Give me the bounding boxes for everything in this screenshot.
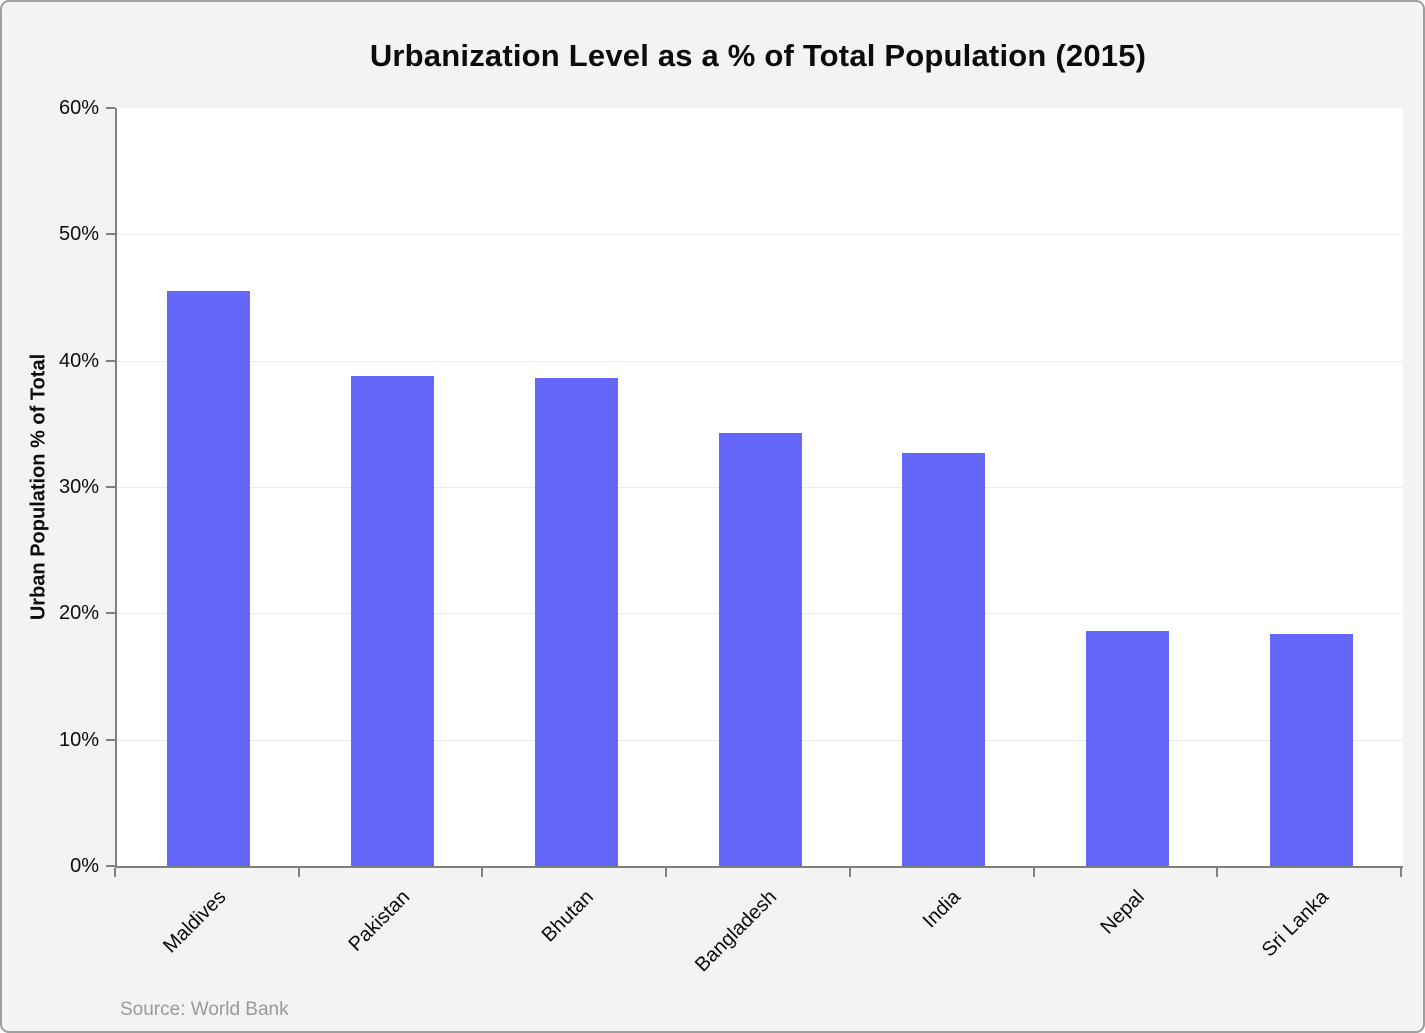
bar-maldives bbox=[167, 291, 251, 866]
y-tick-label: 30% bbox=[58, 476, 99, 498]
y-tick-mark bbox=[106, 486, 115, 488]
x-label-text: Maldives bbox=[159, 886, 231, 958]
y-tick-mark bbox=[106, 359, 115, 362]
x-label-text: India bbox=[919, 886, 966, 933]
y-tick-mark bbox=[106, 107, 115, 109]
x-label-text: Pakistan bbox=[344, 886, 415, 956]
source-note: Source: World Bank bbox=[120, 999, 289, 1020]
y-tick-mark bbox=[106, 612, 115, 615]
bar-nepal bbox=[1085, 631, 1169, 866]
x-label-text: Sri Lanka bbox=[1257, 886, 1333, 962]
bar-bhutan bbox=[534, 378, 618, 866]
x-label-text: Bangladesh bbox=[691, 886, 782, 977]
bar-sri-lanka bbox=[1269, 633, 1353, 866]
y-tick-label: 10% bbox=[58, 728, 99, 751]
y-tick-mark bbox=[106, 233, 115, 236]
x-label-text: Bhutan bbox=[537, 886, 598, 947]
y-tick-label: 60% bbox=[58, 97, 99, 119]
y-tick-label: 40% bbox=[58, 349, 99, 372]
y-tick-label: 50% bbox=[58, 223, 99, 246]
x-tick-mark bbox=[665, 868, 668, 877]
y-tick-mark bbox=[106, 865, 115, 867]
x-tick-mark bbox=[297, 868, 300, 877]
gridline bbox=[117, 360, 1403, 362]
gridline bbox=[117, 234, 1403, 236]
plot-area bbox=[115, 108, 1403, 868]
x-tick-mark bbox=[481, 868, 484, 877]
x-tick-mark bbox=[114, 868, 116, 877]
bar-india bbox=[902, 452, 986, 866]
x-tick-mark bbox=[848, 868, 851, 877]
x-label-text: Nepal bbox=[1096, 886, 1149, 939]
x-tick-mark bbox=[1216, 868, 1219, 877]
bar-pakistan bbox=[351, 375, 435, 866]
chart-title: Urbanization Level as a % of Total Popul… bbox=[369, 38, 1147, 73]
y-tick-mark bbox=[106, 738, 115, 741]
x-tick-mark bbox=[1400, 868, 1402, 877]
bar-bangladesh bbox=[718, 432, 802, 866]
y-tick-label: 20% bbox=[58, 602, 99, 625]
y-tick-label: 0% bbox=[70, 855, 99, 877]
x-tick-mark bbox=[1032, 868, 1035, 877]
